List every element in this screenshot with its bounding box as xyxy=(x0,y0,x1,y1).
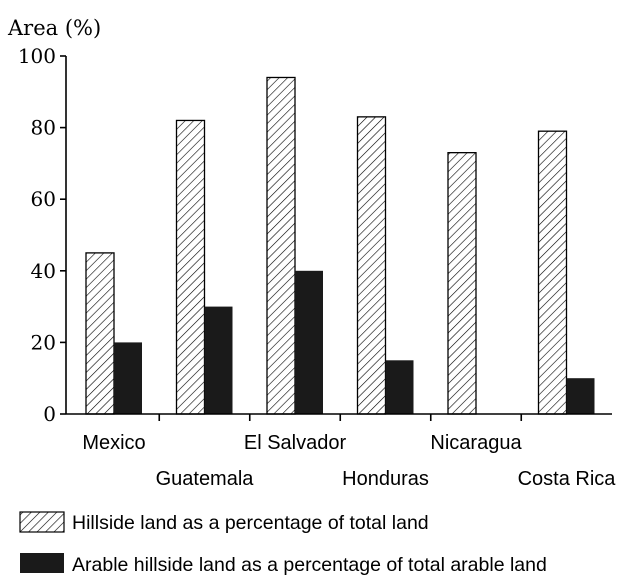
category-label: Guatemala xyxy=(156,468,255,490)
y-axis-label: Area (%) xyxy=(7,16,101,40)
y-tick-label: 40 xyxy=(31,259,56,283)
y-ticks: 0 20 40 60 80 100 xyxy=(18,44,66,426)
category-label: Nicaragua xyxy=(430,432,522,454)
legend: Hillside land as a percentage of total l… xyxy=(19,511,547,576)
bar-hillside-honduras xyxy=(356,116,387,415)
axes xyxy=(65,56,612,415)
bar-hillside-el-salvador xyxy=(266,76,296,415)
category-label: Honduras xyxy=(342,468,429,490)
category-label: Mexico xyxy=(82,432,145,454)
bar-arable-honduras xyxy=(385,360,414,414)
category-label: Costa Rica xyxy=(518,468,617,490)
y-tick-label: 100 xyxy=(18,44,56,68)
bar-hillside-mexico xyxy=(85,252,115,415)
legend-swatch-arable xyxy=(20,553,64,573)
bar-arable-mexico xyxy=(114,342,142,414)
legend-label-hillside: Hillside land as a percentage of total l… xyxy=(72,512,429,534)
bar-hillside-nicaragua xyxy=(447,152,477,415)
y-tick-label: 60 xyxy=(31,187,56,211)
legend-label-arable: Arable hillside land as a percentage of … xyxy=(72,554,547,576)
bar-hillside-costa-rica xyxy=(537,130,568,415)
y-tick-label: 20 xyxy=(31,330,56,354)
category-label: El Salvador xyxy=(244,432,347,454)
bars xyxy=(85,76,595,415)
legend-swatch-hillside xyxy=(19,511,65,533)
bar-arable-guatemala xyxy=(204,306,233,414)
bar-hillside-guatemala xyxy=(175,119,206,415)
bar-arable-costa-rica xyxy=(566,378,595,414)
category-labels: Mexico Guatemala El Salvador HondurasNicara… xyxy=(82,414,616,490)
y-tick-label: 80 xyxy=(31,116,56,140)
bar-arable-el-salvador xyxy=(295,270,323,414)
y-tick-label: 0 xyxy=(43,402,56,426)
